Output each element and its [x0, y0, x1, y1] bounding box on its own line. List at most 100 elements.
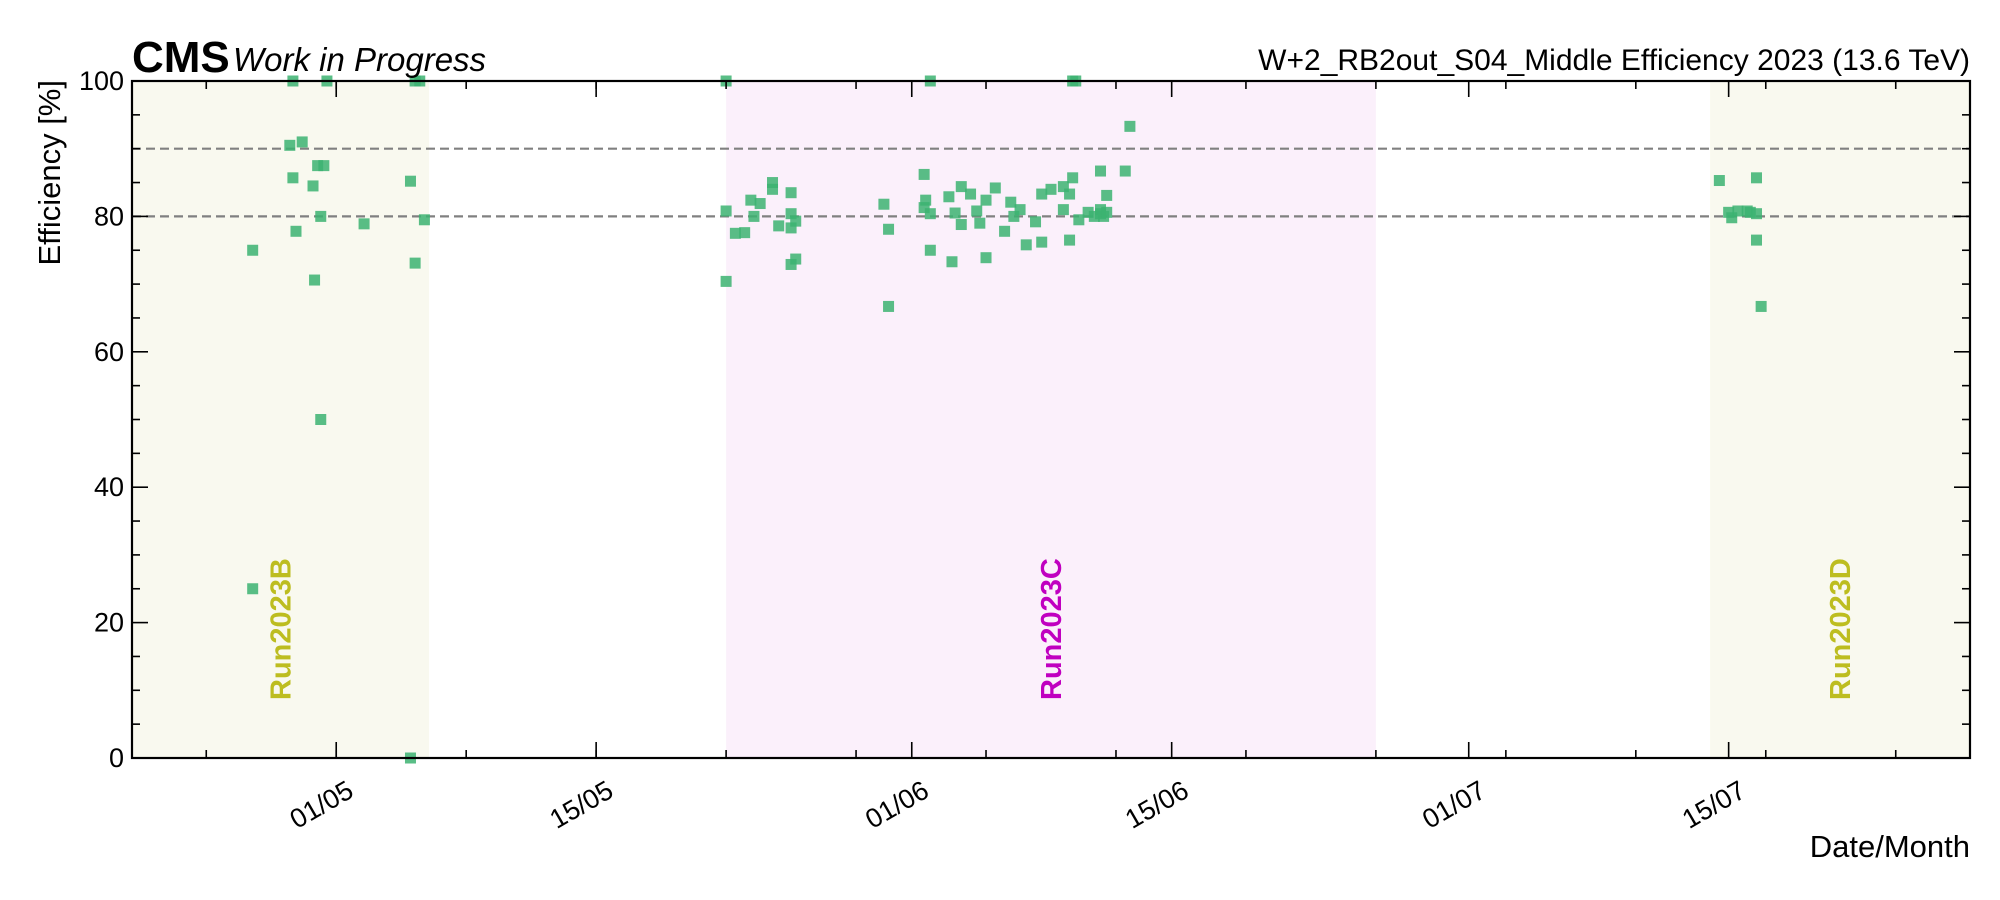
data-point-83: [1101, 206, 1113, 218]
data-point-31: [767, 183, 779, 195]
data-point-26: [739, 227, 751, 239]
data-point-51: [955, 219, 967, 231]
data-point-69: [1057, 204, 1069, 216]
y-tick-label: 40: [94, 472, 124, 502]
run-region-1: [132, 81, 430, 758]
reference-lines: [132, 147, 1970, 218]
chart-title: W+2_RB2out_S04_Middle Efficiency 2023 (1…: [1258, 44, 1970, 77]
data-point-23: [720, 205, 732, 217]
run-region-label-2: Run2023C: [1036, 558, 1068, 700]
data-point-65: [1036, 188, 1048, 200]
data-point-63: [1020, 239, 1032, 251]
data-point-75: [1073, 214, 1085, 226]
data-point-40: [883, 223, 895, 235]
data-point-38: [790, 253, 802, 265]
data-point-57: [980, 252, 992, 264]
data-point-11: [318, 160, 330, 172]
data-point-12: [315, 210, 327, 222]
data-point-25: [729, 227, 741, 239]
data-point-46: [924, 208, 936, 220]
data-point-45: [918, 202, 930, 214]
x-tick-label: 15/06: [1120, 775, 1194, 835]
data-point-50: [949, 207, 961, 219]
data-point-76: [1082, 206, 1094, 218]
data-point-47: [924, 244, 936, 256]
data-point-27: [745, 194, 757, 206]
run-period-labels: Run2023B Run2023C Run2023D: [266, 558, 1858, 700]
y-tick-label: 20: [94, 608, 124, 638]
data-point-95: [1755, 300, 1767, 312]
data-point-19: [409, 257, 421, 269]
data-point-6: [290, 225, 302, 237]
data-point-88: [1726, 212, 1738, 224]
data-point-53: [965, 188, 977, 200]
x-tick-label: 15/07: [1677, 775, 1751, 835]
data-point-2: [247, 583, 259, 595]
data-point-37: [790, 215, 802, 227]
data-point-35: [785, 222, 797, 234]
experiment-status-label: Work in Progress: [233, 41, 486, 78]
data-point-43: [920, 194, 932, 206]
data-point-58: [989, 182, 1001, 194]
run-region-label-3: Run2023D: [1825, 558, 1857, 700]
data-point-29: [754, 198, 766, 210]
data-point-1: [247, 244, 259, 256]
data-point-91: [1744, 206, 1756, 218]
data-point-9: [309, 274, 321, 286]
x-tick-label: 01/05: [285, 775, 359, 835]
y-tick-label: 80: [94, 201, 124, 231]
data-point-49: [946, 256, 958, 268]
data-point-61: [1008, 210, 1020, 222]
data-point-30: [767, 177, 779, 189]
x-tick-label: 15/05: [545, 775, 619, 835]
data-point-41: [883, 300, 895, 312]
y-tick-label: 0: [109, 743, 124, 773]
y-tick-label: 100: [79, 66, 124, 96]
data-point-18: [404, 175, 416, 187]
data-point-52: [955, 181, 967, 193]
data-point-42: [918, 168, 930, 180]
data-point-84: [1119, 165, 1131, 177]
data-point-21: [418, 214, 430, 226]
data-point-67: [1045, 183, 1057, 195]
data-point-94: [1750, 234, 1762, 246]
data-point-10: [312, 160, 324, 172]
data-point-85: [1124, 120, 1136, 132]
data-point-55: [974, 217, 986, 229]
data-point-32: [773, 220, 785, 232]
data-point-80: [1095, 204, 1107, 216]
data-point-82: [1101, 189, 1113, 201]
data-point-70: [1064, 188, 1076, 200]
data-point-60: [1005, 196, 1017, 208]
data-point-13: [315, 414, 327, 425]
data-point-71: [1064, 234, 1076, 246]
x-tick-label: 01/07: [1417, 775, 1491, 835]
x-axis-label: Date/Month: [1810, 829, 1970, 864]
experiment-label: CMS: [132, 33, 230, 82]
data-point-39: [878, 198, 890, 210]
data-point-8: [307, 180, 319, 192]
data-point-68: [1057, 181, 1069, 193]
data-point-15: [358, 218, 370, 230]
y-tick-label: 60: [94, 337, 124, 367]
run-region-3: [1710, 81, 1970, 758]
data-point-48: [943, 191, 955, 203]
x-tick-label: 01/06: [860, 775, 934, 835]
data-point-72: [1067, 172, 1079, 184]
data-point-7: [296, 136, 308, 148]
data-point-78: [1095, 165, 1107, 177]
data-point-3: [284, 139, 296, 151]
data-point-5: [287, 172, 299, 184]
data-point-77: [1088, 210, 1100, 222]
data-point-62: [1014, 204, 1026, 216]
data-point-92: [1750, 172, 1762, 184]
data-point-89: [1732, 205, 1744, 217]
data-point-86: [1713, 175, 1725, 187]
data-point-54: [971, 205, 983, 217]
data-point-24: [720, 275, 732, 287]
data-point-64: [1030, 216, 1042, 228]
data-point-28: [748, 210, 760, 222]
data-point-59: [999, 225, 1011, 237]
data-point-93: [1750, 208, 1762, 220]
